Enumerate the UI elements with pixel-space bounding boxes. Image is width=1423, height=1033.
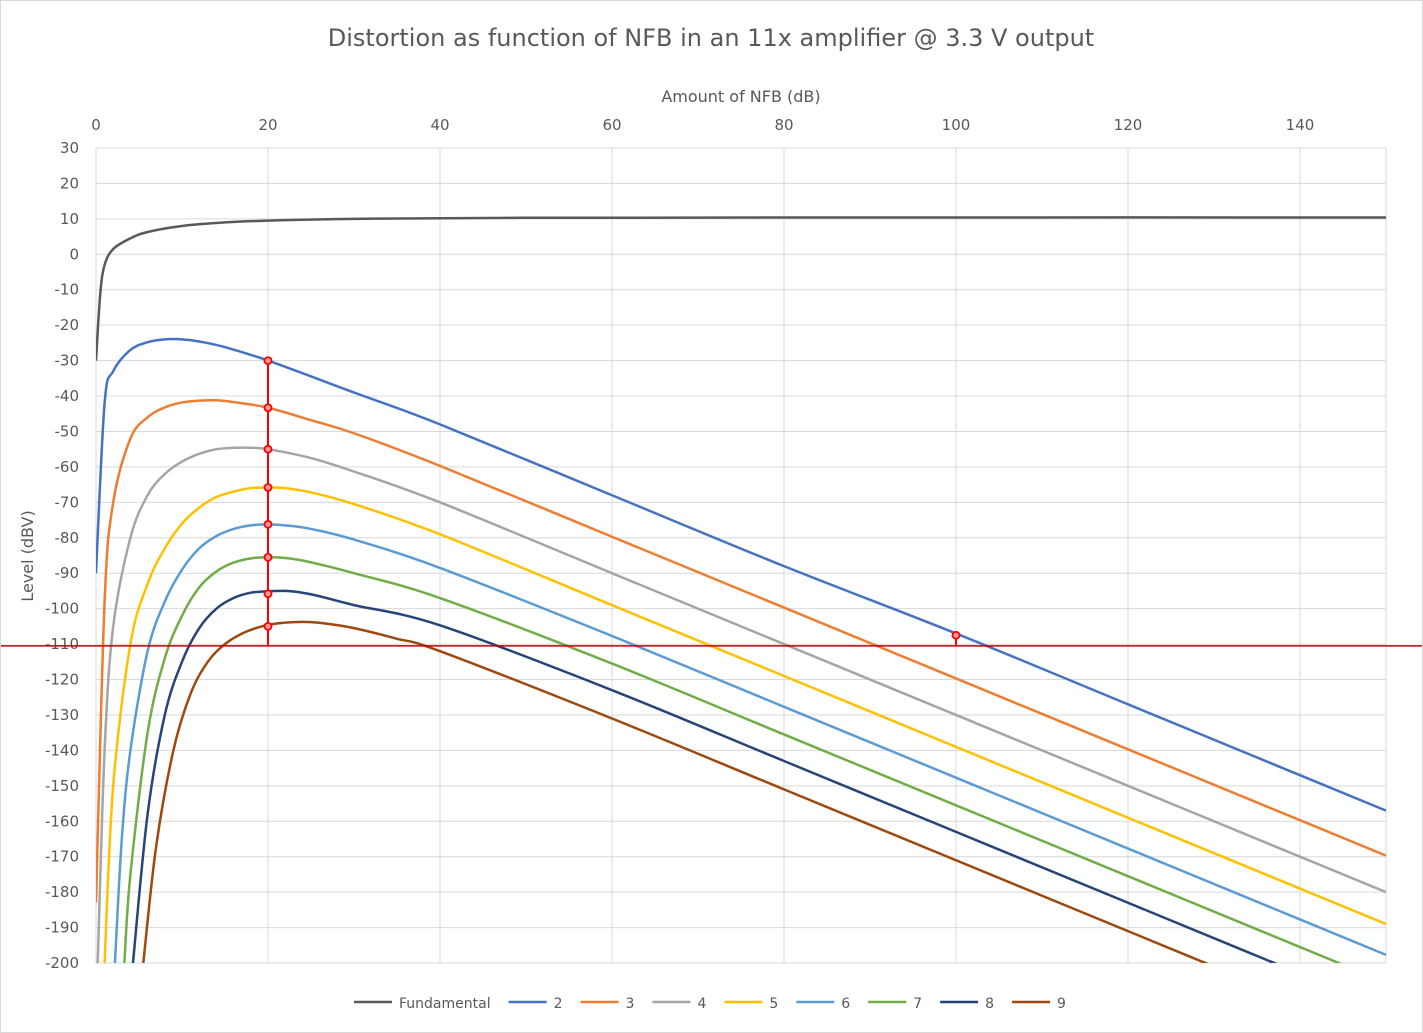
gridlines [95,147,1387,964]
x-axis-title: Amount of NFB (dB) [661,87,820,106]
x-tick-label: 100 [942,116,971,134]
y-tick-label: -40 [55,387,80,405]
y-tick-label: -150 [45,777,79,795]
y-tick-label: -30 [55,352,80,370]
legend-label-9: 9 [1057,996,1066,1012]
legend-label-6: 6 [841,996,850,1012]
series-line-5 [103,486,1387,963]
y-tick-label: 0 [69,245,79,263]
y-tick-label: -60 [55,458,80,476]
marker-point [263,589,273,599]
x-tick-label: 80 [774,116,793,134]
legend-label-7: 7 [913,996,922,1012]
legend: Fundamental 2 3 4 5 6 7 8 9 [354,996,1066,1012]
marker-point [263,621,273,631]
marker-point [263,403,273,413]
marker-point [951,630,961,640]
y-tick-label: -180 [45,883,79,901]
x-tick-label: 140 [1286,116,1315,134]
y-tick-label: -190 [45,919,79,937]
tick-labels: 3020100-10-20-30-40-50-60-70-80-90-100-1… [45,116,1314,972]
series-line-7 [123,556,1342,963]
series-lines [96,216,1387,963]
marker-point [263,519,273,529]
x-tick-label: 0 [91,116,101,134]
y-tick-label: -200 [45,954,79,972]
y-tick-label: 10 [60,210,79,228]
y-tick-label: -10 [55,281,80,299]
legend-label-3: 3 [626,996,635,1012]
marker-point [263,552,273,562]
y-tick-label: -90 [55,564,80,582]
markers [263,356,961,640]
y-tick-label: -170 [45,848,79,866]
series-line-fundamental [96,216,1387,361]
legend-label-fundamental: Fundamental [399,996,491,1012]
marker-point [263,356,273,366]
series-line-9 [142,620,1209,963]
y-tick-label: 20 [60,174,79,192]
y-tick-label: -110 [45,635,79,653]
legend-label-5: 5 [769,996,778,1012]
reference-lines [1,360,1422,647]
series-line-3 [96,398,1387,903]
y-tick-label: -160 [45,812,79,830]
x-tick-label: 60 [602,116,621,134]
y-tick-label: -100 [45,600,79,618]
series-line-6 [113,523,1387,963]
y-tick-label: -120 [45,671,79,689]
series-line-2 [96,337,1387,812]
chart-title: Distortion as function of NFB in an 11x … [328,24,1094,52]
x-tick-label: 40 [430,116,449,134]
series-line-8 [131,589,1278,963]
y-tick-label: -50 [55,422,80,440]
y-tick-label: 30 [60,139,79,157]
y-tick-label: -130 [45,706,79,724]
marker-point [263,483,273,492]
y-tick-label: -20 [55,316,80,334]
y-axis-title: Level (dBV) [18,510,37,601]
y-tick-label: -70 [55,493,80,511]
legend-label-2: 2 [554,996,563,1012]
y-tick-label: -140 [45,741,79,759]
x-tick-label: 120 [1114,116,1143,134]
y-tick-label: -80 [55,529,80,547]
x-tick-label: 20 [258,116,277,134]
legend-label-4: 4 [697,996,706,1012]
legend-label-8: 8 [985,996,994,1012]
marker-point [263,444,273,454]
